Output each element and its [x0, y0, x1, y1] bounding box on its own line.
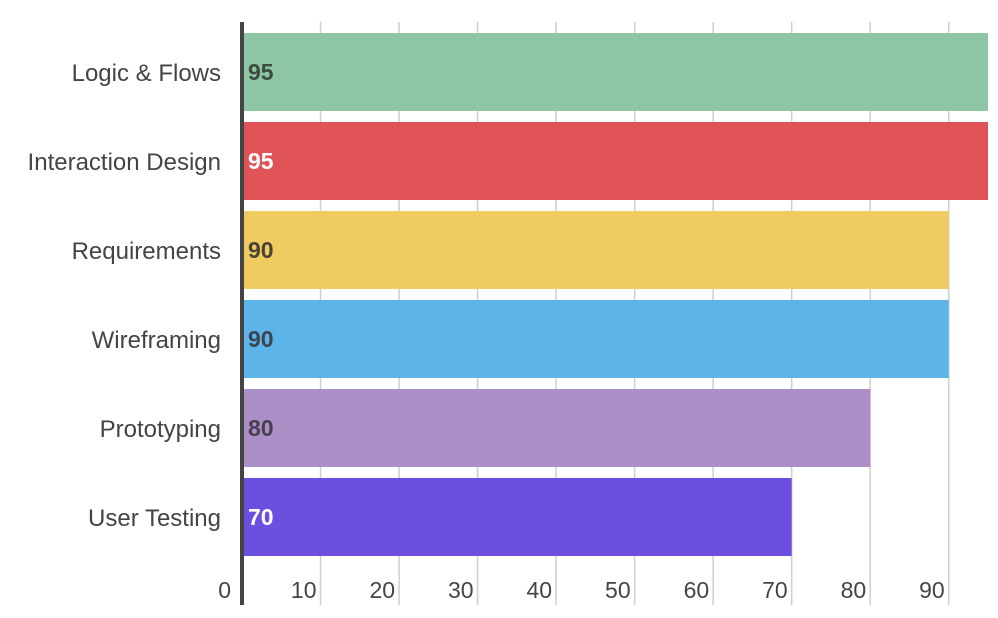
x-tick-label: 0: [218, 577, 231, 603]
x-tick-label: 90: [919, 577, 945, 603]
category-label-interaction-design: Interaction Design: [28, 149, 221, 176]
x-tick-label: 20: [369, 577, 395, 603]
bar-requirements: [242, 211, 949, 289]
value-label-wireframing: 90: [248, 326, 274, 352]
value-label-prototyping: 80: [248, 415, 274, 441]
bar-logic-and-flows: [242, 33, 988, 111]
category-label-user-testing: User Testing: [88, 505, 221, 532]
category-label-wireframing: Wireframing: [92, 327, 221, 354]
category-label-logic-and-flows: Logic & Flows: [72, 60, 221, 87]
value-label-user-testing: 70: [248, 504, 274, 530]
bar-user-testing: [242, 478, 792, 556]
value-label-logic-and-flows: 95: [248, 59, 274, 85]
bar-prototyping: [242, 389, 871, 467]
x-tick-label: 50: [605, 577, 631, 603]
x-tick-labels: 0 10 20 30 40 50 60 70 80 90: [218, 577, 945, 603]
x-tick-label: 70: [762, 577, 788, 603]
value-label-interaction-design: 95: [248, 148, 274, 174]
category-label-prototyping: Prototyping: [100, 416, 221, 443]
category-labels: Logic & Flows Interaction Design Requireme…: [28, 60, 221, 532]
value-labels: 95 95 90 90 80 70: [248, 59, 274, 530]
x-tick-label: 80: [841, 577, 867, 603]
bar-wireframing: [242, 300, 949, 378]
bars: [242, 33, 988, 556]
value-label-requirements: 90: [248, 237, 274, 263]
category-label-requirements: Requirements: [72, 238, 221, 265]
x-tick-label: 10: [291, 577, 317, 603]
x-tick-label: 60: [684, 577, 710, 603]
x-tick-label: 40: [527, 577, 553, 603]
bar-interaction-design: [242, 122, 988, 200]
x-tick-label: 30: [448, 577, 474, 603]
